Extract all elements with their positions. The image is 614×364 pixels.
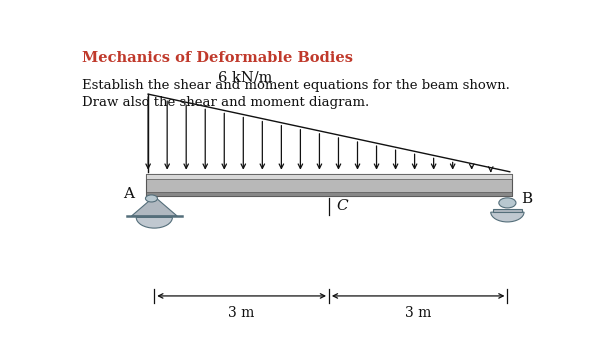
Text: A: A [123, 187, 134, 201]
Text: 6 kN/m: 6 kN/m [219, 70, 273, 84]
Text: Draw also the shear and moment diagram.: Draw also the shear and moment diagram. [82, 95, 370, 108]
Bar [493, 209, 522, 211]
Circle shape [146, 195, 157, 202]
Text: C: C [336, 199, 348, 213]
Text: B: B [521, 192, 532, 206]
Bar [146, 174, 512, 197]
Bar [146, 193, 512, 197]
Circle shape [499, 198, 516, 208]
Text: Establish the shear and moment equations for the beam shown.: Establish the shear and moment equations… [82, 79, 510, 92]
Wedge shape [136, 217, 173, 228]
Polygon shape [131, 197, 177, 216]
Wedge shape [491, 212, 524, 222]
Text: Mechanics of Deformable Bodies: Mechanics of Deformable Bodies [82, 51, 354, 65]
Text: 3 m: 3 m [405, 306, 432, 320]
Bar [146, 174, 512, 179]
Text: 3 m: 3 m [228, 306, 255, 320]
